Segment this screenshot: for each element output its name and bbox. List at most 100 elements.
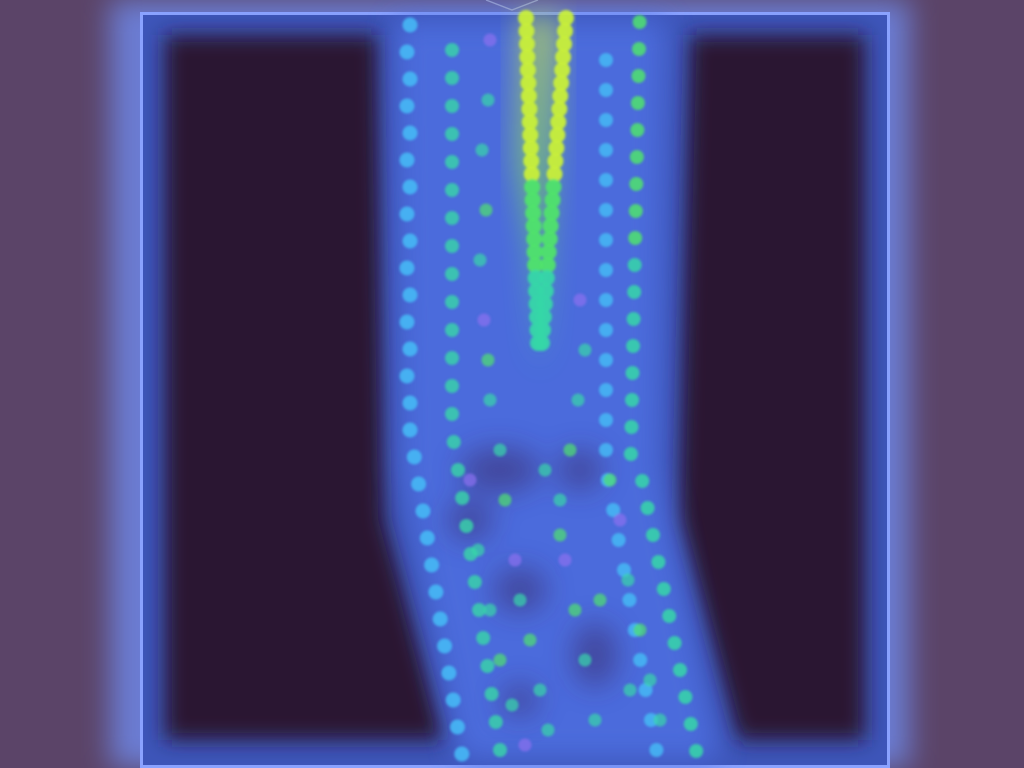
- particle: [633, 653, 648, 667]
- particle: [471, 543, 485, 557]
- particle: [632, 42, 646, 56]
- particle: [683, 717, 698, 731]
- particle: [445, 127, 459, 141]
- left-margin-panel: [0, 0, 120, 768]
- right-margin-panel: [906, 0, 1024, 768]
- particle: [543, 205, 560, 221]
- particle: [476, 631, 491, 645]
- particle: [399, 152, 415, 168]
- particle: [411, 476, 427, 492]
- particle: [437, 638, 453, 654]
- particle: [483, 393, 497, 407]
- particle: [479, 203, 493, 217]
- particle: [520, 75, 537, 91]
- particle: [445, 155, 459, 169]
- particle: [599, 383, 613, 397]
- particle: [638, 683, 653, 697]
- particle: [599, 113, 613, 127]
- particle: [571, 393, 585, 407]
- particle: [558, 10, 574, 26]
- particle: [678, 690, 693, 704]
- particle: [445, 692, 461, 708]
- particle: [653, 713, 667, 727]
- particle: [520, 88, 537, 104]
- particle: [518, 10, 534, 26]
- particle: [522, 140, 539, 156]
- particle: [493, 743, 507, 757]
- particle: [493, 653, 507, 667]
- particle: [525, 218, 542, 234]
- particle: [633, 623, 647, 637]
- particle: [656, 582, 671, 596]
- particle: [578, 653, 592, 667]
- particle: [475, 143, 489, 157]
- particle: [399, 368, 415, 384]
- particle: [521, 101, 538, 117]
- particle: [527, 257, 544, 273]
- particle: [536, 296, 553, 312]
- particle: [419, 530, 435, 546]
- particle: [463, 473, 477, 487]
- particle: [535, 309, 552, 325]
- particle: [626, 312, 641, 326]
- particle: [629, 177, 644, 191]
- particle: [459, 519, 474, 533]
- particle-layer: [399, 10, 704, 762]
- particle: [524, 192, 541, 208]
- particle: [544, 192, 561, 208]
- particle: [588, 713, 602, 727]
- nozzle-icon: [485, 0, 539, 11]
- particle: [626, 339, 641, 353]
- particle: [472, 603, 486, 617]
- particle: [518, 738, 532, 752]
- particle: [635, 474, 650, 488]
- particle: [578, 343, 592, 357]
- particle: [527, 270, 544, 286]
- fluid-voids: [448, 448, 617, 716]
- particle: [402, 17, 418, 33]
- particle: [662, 609, 677, 623]
- particle: [402, 287, 418, 303]
- particle: [399, 44, 415, 60]
- particle: [432, 611, 448, 627]
- particle: [526, 231, 543, 247]
- particle: [599, 173, 613, 187]
- particle: [445, 239, 459, 253]
- particle: [630, 123, 645, 137]
- particle: [488, 715, 503, 729]
- particle: [599, 263, 613, 277]
- particle: [519, 49, 536, 65]
- particle: [628, 231, 643, 245]
- particle: [623, 447, 638, 461]
- particle: [593, 593, 607, 607]
- particle: [625, 366, 640, 380]
- particle: [445, 407, 459, 421]
- particle: [402, 71, 418, 87]
- particle: [483, 33, 497, 47]
- particle: [399, 98, 415, 114]
- particle: [493, 443, 507, 457]
- particle: [599, 413, 613, 427]
- particle: [523, 153, 540, 169]
- particle: [406, 449, 422, 465]
- particle: [483, 603, 497, 617]
- particle: [445, 211, 459, 225]
- particle: [546, 166, 563, 182]
- right-wall-obstacle: [678, 35, 865, 740]
- particle: [553, 75, 570, 91]
- particle: [651, 555, 666, 569]
- particle: [526, 244, 543, 260]
- particle: [550, 114, 567, 130]
- particle: [402, 179, 418, 195]
- particle: [573, 293, 587, 307]
- particle: [524, 179, 541, 195]
- particle: [629, 150, 644, 164]
- particle: [545, 179, 562, 195]
- particle: [624, 420, 639, 434]
- particle: [424, 557, 440, 573]
- particle: [402, 125, 418, 141]
- particle: [513, 593, 527, 607]
- particle: [445, 71, 459, 85]
